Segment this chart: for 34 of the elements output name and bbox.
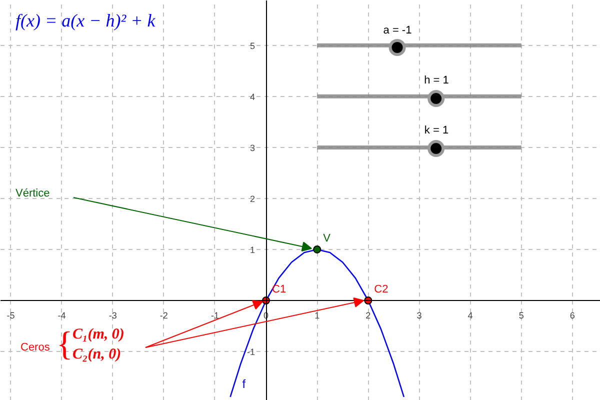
series-label: C1	[272, 284, 286, 296]
x-tick-label: 2	[366, 310, 371, 320]
annotation: a = -1	[383, 24, 412, 36]
y-tick-label: 2	[250, 194, 256, 204]
annotation: k = 1	[424, 124, 449, 136]
annotation: {	[56, 326, 73, 363]
point	[388, 38, 406, 56]
x-tick-label: -5	[6, 310, 15, 320]
annotation: C₂(n, 0)	[72, 346, 122, 362]
annotation: Ceros	[20, 342, 50, 354]
point	[313, 245, 322, 254]
annotation: f(x) = a(x − h)² + k	[16, 10, 156, 30]
annotation: h = 1	[424, 74, 449, 86]
x-tick-label: 6	[570, 310, 575, 320]
x-tick-label: 1	[314, 310, 320, 320]
x-tick-label: 3	[416, 310, 422, 320]
series-label: V	[323, 232, 332, 244]
series-label: f	[242, 376, 246, 391]
series-label: C2	[374, 284, 388, 296]
annotation: C₁(m, 0)	[72, 326, 124, 342]
x-tick-label: 4	[468, 310, 473, 320]
y-tick-label: 3	[250, 142, 256, 153]
y-tick-label: -1	[247, 347, 256, 358]
x-tick-label: -2	[160, 310, 168, 320]
annotation: Vértice	[16, 188, 50, 200]
x-tick-label: -1	[210, 310, 219, 320]
x-tick-label: -3	[108, 310, 117, 320]
x-tick-label: 5	[518, 310, 524, 320]
y-tick-label: 1	[250, 244, 256, 255]
y-tick-label: 5	[250, 40, 256, 51]
point	[428, 140, 445, 157]
point	[428, 90, 445, 107]
y-tick-label: 4	[250, 92, 256, 102]
x-tick-label: -4	[58, 310, 66, 320]
